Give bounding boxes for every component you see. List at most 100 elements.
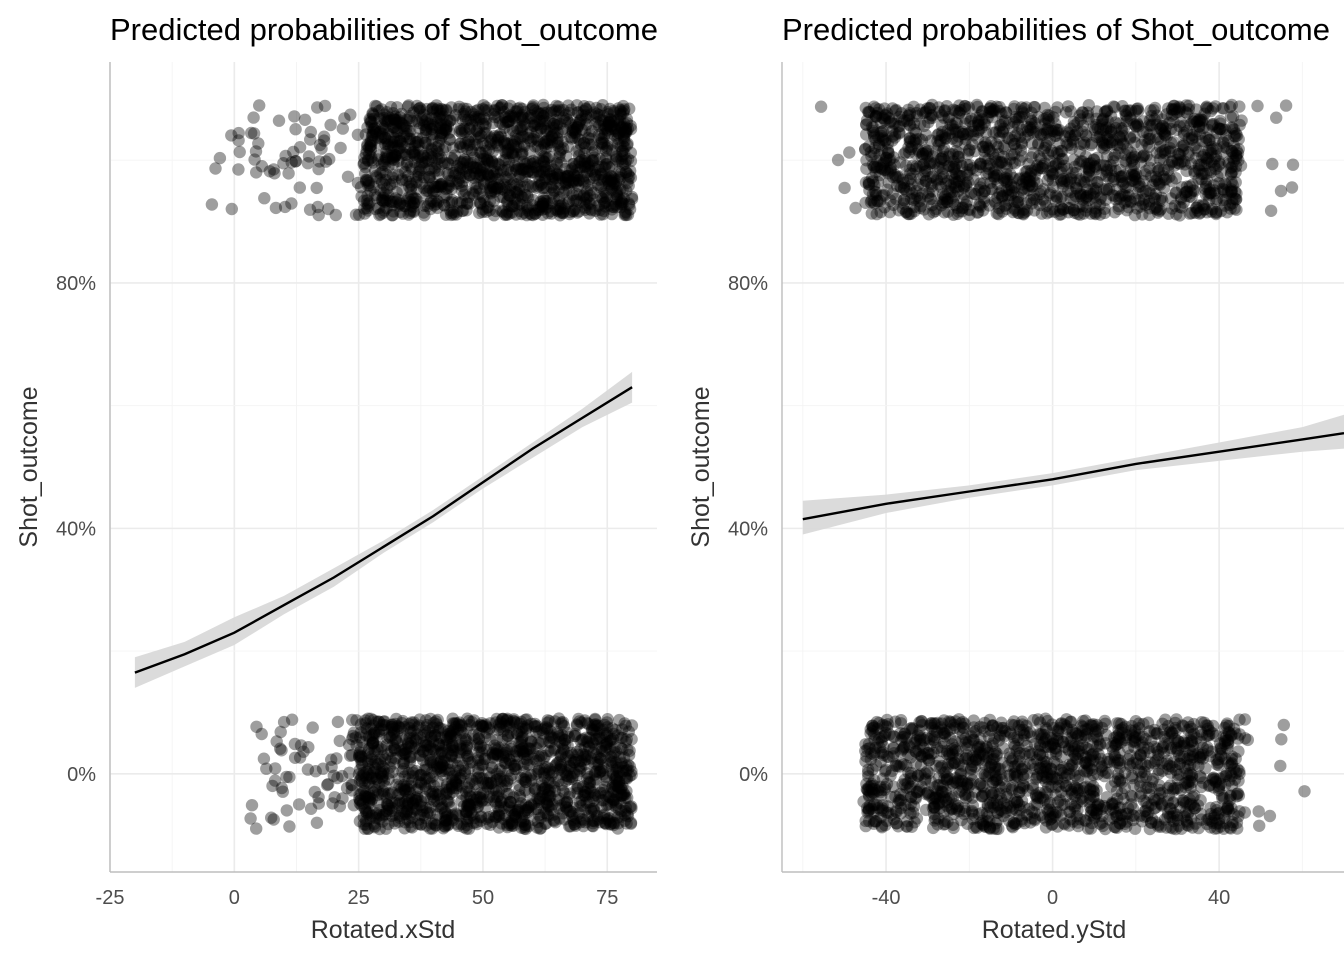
observation-point — [596, 136, 609, 149]
observation-point — [585, 138, 599, 152]
observation-point — [586, 154, 599, 167]
observation-point — [579, 124, 592, 137]
observation-point — [353, 750, 366, 763]
observation-point — [610, 188, 623, 201]
observation-point — [516, 148, 529, 161]
observation-point — [456, 157, 470, 170]
observation-point — [602, 116, 615, 129]
observation-point — [394, 135, 407, 148]
observation-point — [1113, 141, 1127, 154]
observation-point — [611, 132, 624, 145]
observation-point — [313, 138, 327, 152]
observation-point — [426, 177, 440, 190]
observation-point — [445, 196, 459, 209]
observation-point — [424, 147, 438, 160]
observation-point — [601, 140, 614, 153]
observation-point — [544, 731, 557, 745]
observation-point — [403, 175, 416, 189]
observation-point — [618, 157, 632, 170]
observation-point — [610, 200, 624, 214]
observation-point — [338, 112, 351, 125]
observation-point — [361, 197, 374, 210]
observation-point — [394, 205, 407, 219]
observation-point — [476, 118, 490, 131]
observation-point — [413, 150, 427, 164]
observation-point — [515, 199, 528, 212]
observation-point — [602, 179, 616, 192]
observation-point — [456, 163, 469, 176]
observation-point — [369, 99, 382, 113]
observation-point — [489, 172, 502, 186]
observation-point — [447, 208, 460, 221]
observation-point — [614, 105, 627, 118]
observation-point — [434, 802, 448, 815]
y-tick-label: 80% — [56, 273, 96, 295]
observation-point — [516, 102, 529, 116]
observation-point — [625, 192, 639, 206]
observation-point — [571, 206, 584, 219]
observation-point — [232, 126, 245, 140]
observation-point — [469, 104, 483, 118]
observation-point — [519, 158, 532, 171]
observation-point — [590, 110, 603, 123]
observation-point — [440, 114, 453, 127]
observation-point — [473, 182, 486, 195]
observation-point — [456, 175, 469, 189]
observation-point — [380, 106, 393, 119]
observation-point — [551, 136, 564, 150]
observation-point — [617, 128, 630, 141]
observation-point — [437, 199, 451, 212]
observation-point — [503, 123, 517, 137]
observation-point — [466, 160, 479, 174]
observation-point — [498, 121, 511, 134]
observation-point — [403, 135, 417, 148]
observation-point — [616, 197, 630, 210]
observation-point — [558, 202, 571, 215]
observation-point — [427, 195, 440, 208]
observation-point — [372, 104, 386, 118]
observation-point — [501, 820, 514, 834]
observation-point — [364, 139, 377, 153]
observation-point — [578, 155, 591, 168]
observation-point — [547, 814, 561, 828]
observation-point — [1099, 124, 1113, 137]
observation-point — [512, 140, 525, 154]
observation-point — [370, 100, 383, 113]
observation-point — [849, 201, 862, 215]
observation-point — [453, 137, 467, 150]
observation-point — [484, 176, 498, 189]
observation-point — [426, 102, 439, 115]
observation-point — [556, 716, 570, 729]
observation-point — [476, 203, 490, 216]
observation-point — [548, 171, 562, 185]
observation-point — [499, 147, 513, 160]
observation-point — [412, 135, 425, 148]
observation-point — [445, 175, 458, 188]
observation-point — [486, 116, 499, 130]
observation-point — [546, 170, 559, 183]
observation-point — [419, 136, 432, 149]
observation-point — [612, 137, 625, 151]
observation-point — [1049, 105, 1062, 119]
observation-point — [457, 102, 471, 115]
observation-point — [565, 132, 579, 145]
observation-point — [501, 195, 514, 209]
observation-point — [395, 137, 408, 150]
observation-point — [428, 180, 441, 194]
observation-point — [570, 121, 584, 134]
observation-point — [457, 107, 470, 121]
observation-point — [408, 146, 421, 159]
observation-point — [518, 180, 531, 193]
observation-point — [603, 199, 616, 212]
observation-point — [428, 161, 442, 175]
observation-point — [310, 816, 324, 829]
observation-point — [610, 770, 624, 783]
observation-point — [1138, 134, 1152, 147]
observation-point — [255, 160, 269, 173]
observation-point — [398, 795, 412, 809]
observation-point — [288, 110, 301, 123]
observation-point — [624, 164, 637, 177]
observation-point — [599, 190, 612, 203]
observation-point — [311, 200, 324, 214]
observation-point — [317, 130, 331, 143]
